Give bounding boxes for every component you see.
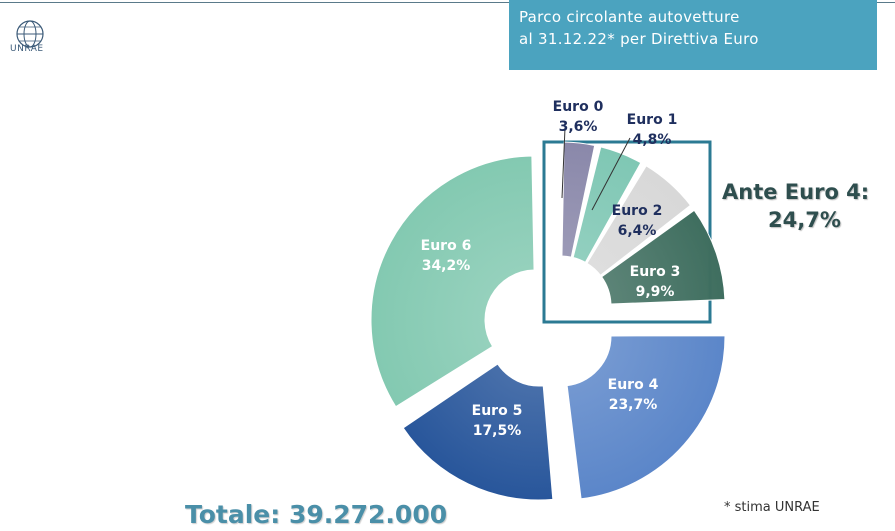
slice-euro-3 (600, 209, 726, 305)
slice-label-euro-2: Euro 2 (612, 203, 663, 219)
leader-line-euro-0 (561, 127, 566, 199)
slice-euro-6 (370, 155, 535, 408)
slice-value-euro-5: 17,5% (473, 423, 522, 439)
slice-euro-0 (561, 141, 596, 258)
header-rule (0, 2, 895, 3)
footnote: * stima UNRAE (724, 500, 820, 515)
logo-text: UNRAE (10, 44, 44, 54)
slice-value-euro-0: 3,6% (559, 119, 598, 135)
slice-euro-4 (566, 335, 726, 500)
slice-value-euro-6: 34,2% (422, 258, 471, 274)
slice-euro-2 (586, 165, 692, 277)
slice-label-euro-0: Euro 0 (553, 99, 604, 115)
chart-title-line-2: al 31.12.22* per Direttiva Euro (519, 30, 759, 48)
slice-value-euro-4: 23,7% (609, 397, 658, 413)
slice-label-euro-3: Euro 3 (630, 264, 681, 280)
ante-euro4-value: 24,7% (768, 208, 841, 232)
slice-label-euro-6: Euro 6 (421, 238, 472, 254)
slice-label-euro-4: Euro 4 (608, 377, 659, 393)
chart-title-line-1: Parco circolante autovetture (519, 8, 740, 26)
ante-euro4-label: Ante Euro 4: (722, 180, 870, 204)
slice-value-euro-1: 4,8% (633, 132, 672, 148)
leader-line-euro-1 (591, 137, 631, 211)
slice-value-euro-2: 6,4% (618, 223, 657, 239)
slice-label-euro-5: Euro 5 (472, 403, 523, 419)
slice-label-euro-1: Euro 1 (627, 112, 678, 128)
title-box: Parco circolante autovetture al 31.12.22… (509, 0, 877, 70)
total-label: Totale: 39.272.000 (185, 500, 448, 529)
ante-euro4-frame (542, 140, 712, 324)
slice-euro-5 (402, 363, 554, 501)
unrae-logo-icon (16, 20, 44, 48)
slice-value-euro-3: 9,9% (636, 284, 675, 300)
slice-euro-1 (572, 146, 642, 263)
